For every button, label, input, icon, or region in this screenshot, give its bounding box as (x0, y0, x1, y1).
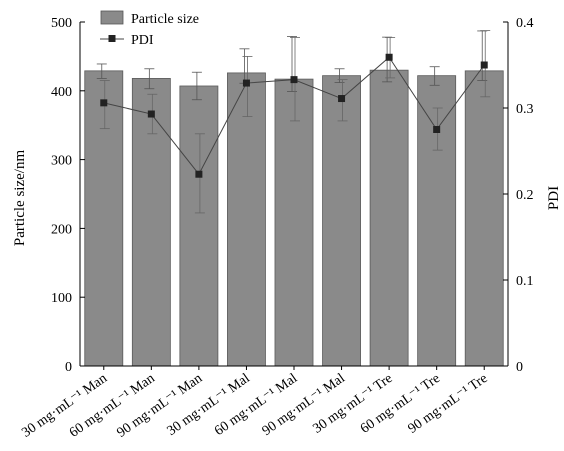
y-tick-label-0: 0 (65, 360, 72, 375)
pdi-point-4 (242, 79, 250, 87)
y-tick-label-500: 500 (51, 16, 72, 31)
bar-6 (322, 75, 361, 367)
y2-tick-label-0: 0 (516, 360, 523, 375)
x-tick-label-8: 60 mg·mL⁻¹ Tre (358, 371, 443, 437)
y-tick-label-100: 100 (51, 291, 72, 306)
bar-series (84, 69, 504, 367)
x-tick-label-5: 60 mg·mL⁻¹ Mal (212, 371, 300, 439)
x-tick-label-2: 60 mg·mL⁻¹ Man (67, 371, 158, 441)
y2-axis-title: PDI (546, 186, 562, 210)
pdi-point-2 (147, 110, 155, 118)
legend-swatch-particle-size (100, 10, 124, 25)
y-tick-label-200: 200 (51, 222, 72, 237)
x-tick-label-1: 30 mg·mL⁻¹ Man (19, 371, 110, 441)
legend-marker-pdi (108, 35, 116, 42)
y-axis-title: Particle size/nm (12, 150, 28, 247)
pdi-line-series (100, 53, 488, 178)
x-tick-label-9: 90 mg·mL⁻¹ Tre (406, 371, 491, 437)
bar-7 (369, 69, 409, 367)
pdi-point-5 (290, 76, 298, 84)
y2-tick-label-0.3: 0.3 (516, 102, 534, 117)
y2-tick-label-0.2: 0.2 (516, 188, 534, 203)
bar-5 (274, 78, 314, 367)
x-tick-label-4: 30 mg·mL⁻¹ Mal (165, 371, 253, 439)
left-y-ticks: 0 100 200 300 400 500 (51, 16, 85, 375)
pdi-point-6 (338, 95, 346, 103)
y-tick-label-300: 300 (51, 154, 72, 169)
x-tick-label-6: 90 mg·mL⁻¹ Mal (260, 371, 348, 439)
bar-4 (227, 72, 266, 367)
y-tick-label-400: 400 (51, 85, 72, 100)
x-tick-label-3: 90 mg·mL⁻¹ Man (114, 371, 205, 441)
bar-8 (417, 75, 457, 367)
legend: Particle size PDI (100, 10, 199, 48)
pdi-point-8 (433, 126, 441, 133)
legend-label-particle-size: Particle size (131, 12, 199, 27)
x-tick-label-7: 30 mg·mL⁻¹ Tre (310, 371, 395, 437)
pdi-point-1 (100, 99, 108, 107)
bar-3 (179, 85, 219, 367)
pdi-point-3 (195, 170, 203, 178)
right-y-ticks: 0 0.1 0.2 0.3 0.4 (503, 16, 534, 375)
pdi-point-9 (480, 61, 488, 69)
bar-9 (464, 70, 504, 367)
pdi-point-7 (385, 53, 393, 61)
bar-2 (131, 78, 171, 367)
y2-tick-label-0.1: 0.1 (516, 274, 534, 289)
y2-tick-label-0.4: 0.4 (516, 16, 534, 31)
bar-1 (84, 70, 124, 367)
legend-label-pdi: PDI (131, 33, 154, 48)
